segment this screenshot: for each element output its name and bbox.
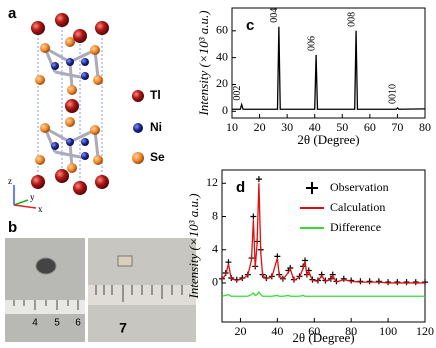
x-tick-label: 30 (281, 120, 293, 134)
x-tick-label: 100 (379, 324, 397, 338)
x-tick-label: 60 (308, 324, 320, 338)
plot-frame (221, 169, 426, 323)
y-axis-label: Intensity (×10³ a.u.) (196, 10, 211, 116)
panel-label: d (236, 179, 245, 196)
axis-label: x (38, 204, 43, 214)
crystal-structure (13, 13, 144, 209)
peak-label: 006 (306, 36, 317, 51)
x-axis-label: 2θ (Degree) (292, 330, 354, 345)
peak-label: 004 (269, 8, 280, 23)
axis-label: z (8, 176, 12, 186)
peak-label: 008 (346, 12, 357, 27)
data-line (221, 183, 425, 284)
data-line (232, 26, 426, 110)
y-tick-label: 8 (212, 208, 218, 222)
plot-frame (231, 7, 426, 119)
legend-label: Calculation (330, 200, 385, 214)
data-point (255, 176, 262, 183)
x-axis-label: 2θ (Degree) (297, 132, 359, 147)
y-tick-label: 0 (212, 275, 218, 289)
x-tick-label: 10 (226, 120, 238, 134)
y-tick-label: 4 (212, 241, 218, 255)
x-tick-label: 60 (364, 120, 376, 134)
ruler-label: 6 (75, 318, 81, 329)
ruler-label: 5 (54, 318, 60, 329)
x-tick-label: 120 (416, 324, 434, 338)
x-tick-label: 20 (254, 120, 266, 134)
photos (5, 238, 196, 342)
y-tick-label: 0 (222, 103, 228, 117)
data-point (375, 278, 382, 285)
panel-label: b (8, 219, 17, 236)
data-point (403, 279, 410, 286)
panel-label: a (8, 5, 17, 22)
y-tick-label: 20 (216, 76, 228, 90)
data-point (412, 279, 419, 286)
x-tick-label: 70 (391, 120, 403, 134)
data-point (394, 279, 401, 286)
ruler-label: 4 (32, 318, 38, 329)
legend-marker (306, 182, 318, 194)
y-tick-label: 40 (216, 49, 228, 63)
peak-label: 002 (232, 86, 243, 101)
y-tick-label: 60 (216, 23, 228, 37)
x-tick-label: 80 (345, 324, 357, 338)
legend-label: Tl (150, 88, 161, 102)
x-tick-label: 50 (336, 120, 348, 134)
y-tick-label: 12 (206, 175, 218, 189)
ruler-label: 7 (119, 320, 127, 336)
x-tick-label: 80 (419, 120, 431, 134)
legend-label: Difference (330, 220, 381, 234)
legend-label: Ni (150, 120, 162, 134)
x-tick-label: 40 (309, 120, 321, 134)
y-axis-label: Intensity (×10³ a.u.) (186, 193, 201, 299)
data-point (422, 279, 428, 286)
data-point (366, 278, 373, 285)
x-tick-label: 40 (271, 324, 283, 338)
data-point (250, 213, 257, 220)
legend-label: Se (150, 150, 165, 164)
legend-label: Observation (330, 180, 389, 194)
x-tick-label: 20 (234, 324, 246, 338)
peak-label: 0010 (388, 84, 399, 104)
axis-label: y (30, 192, 35, 202)
panel-label: c (246, 17, 254, 34)
data-point (340, 275, 347, 282)
data-line (221, 291, 425, 297)
